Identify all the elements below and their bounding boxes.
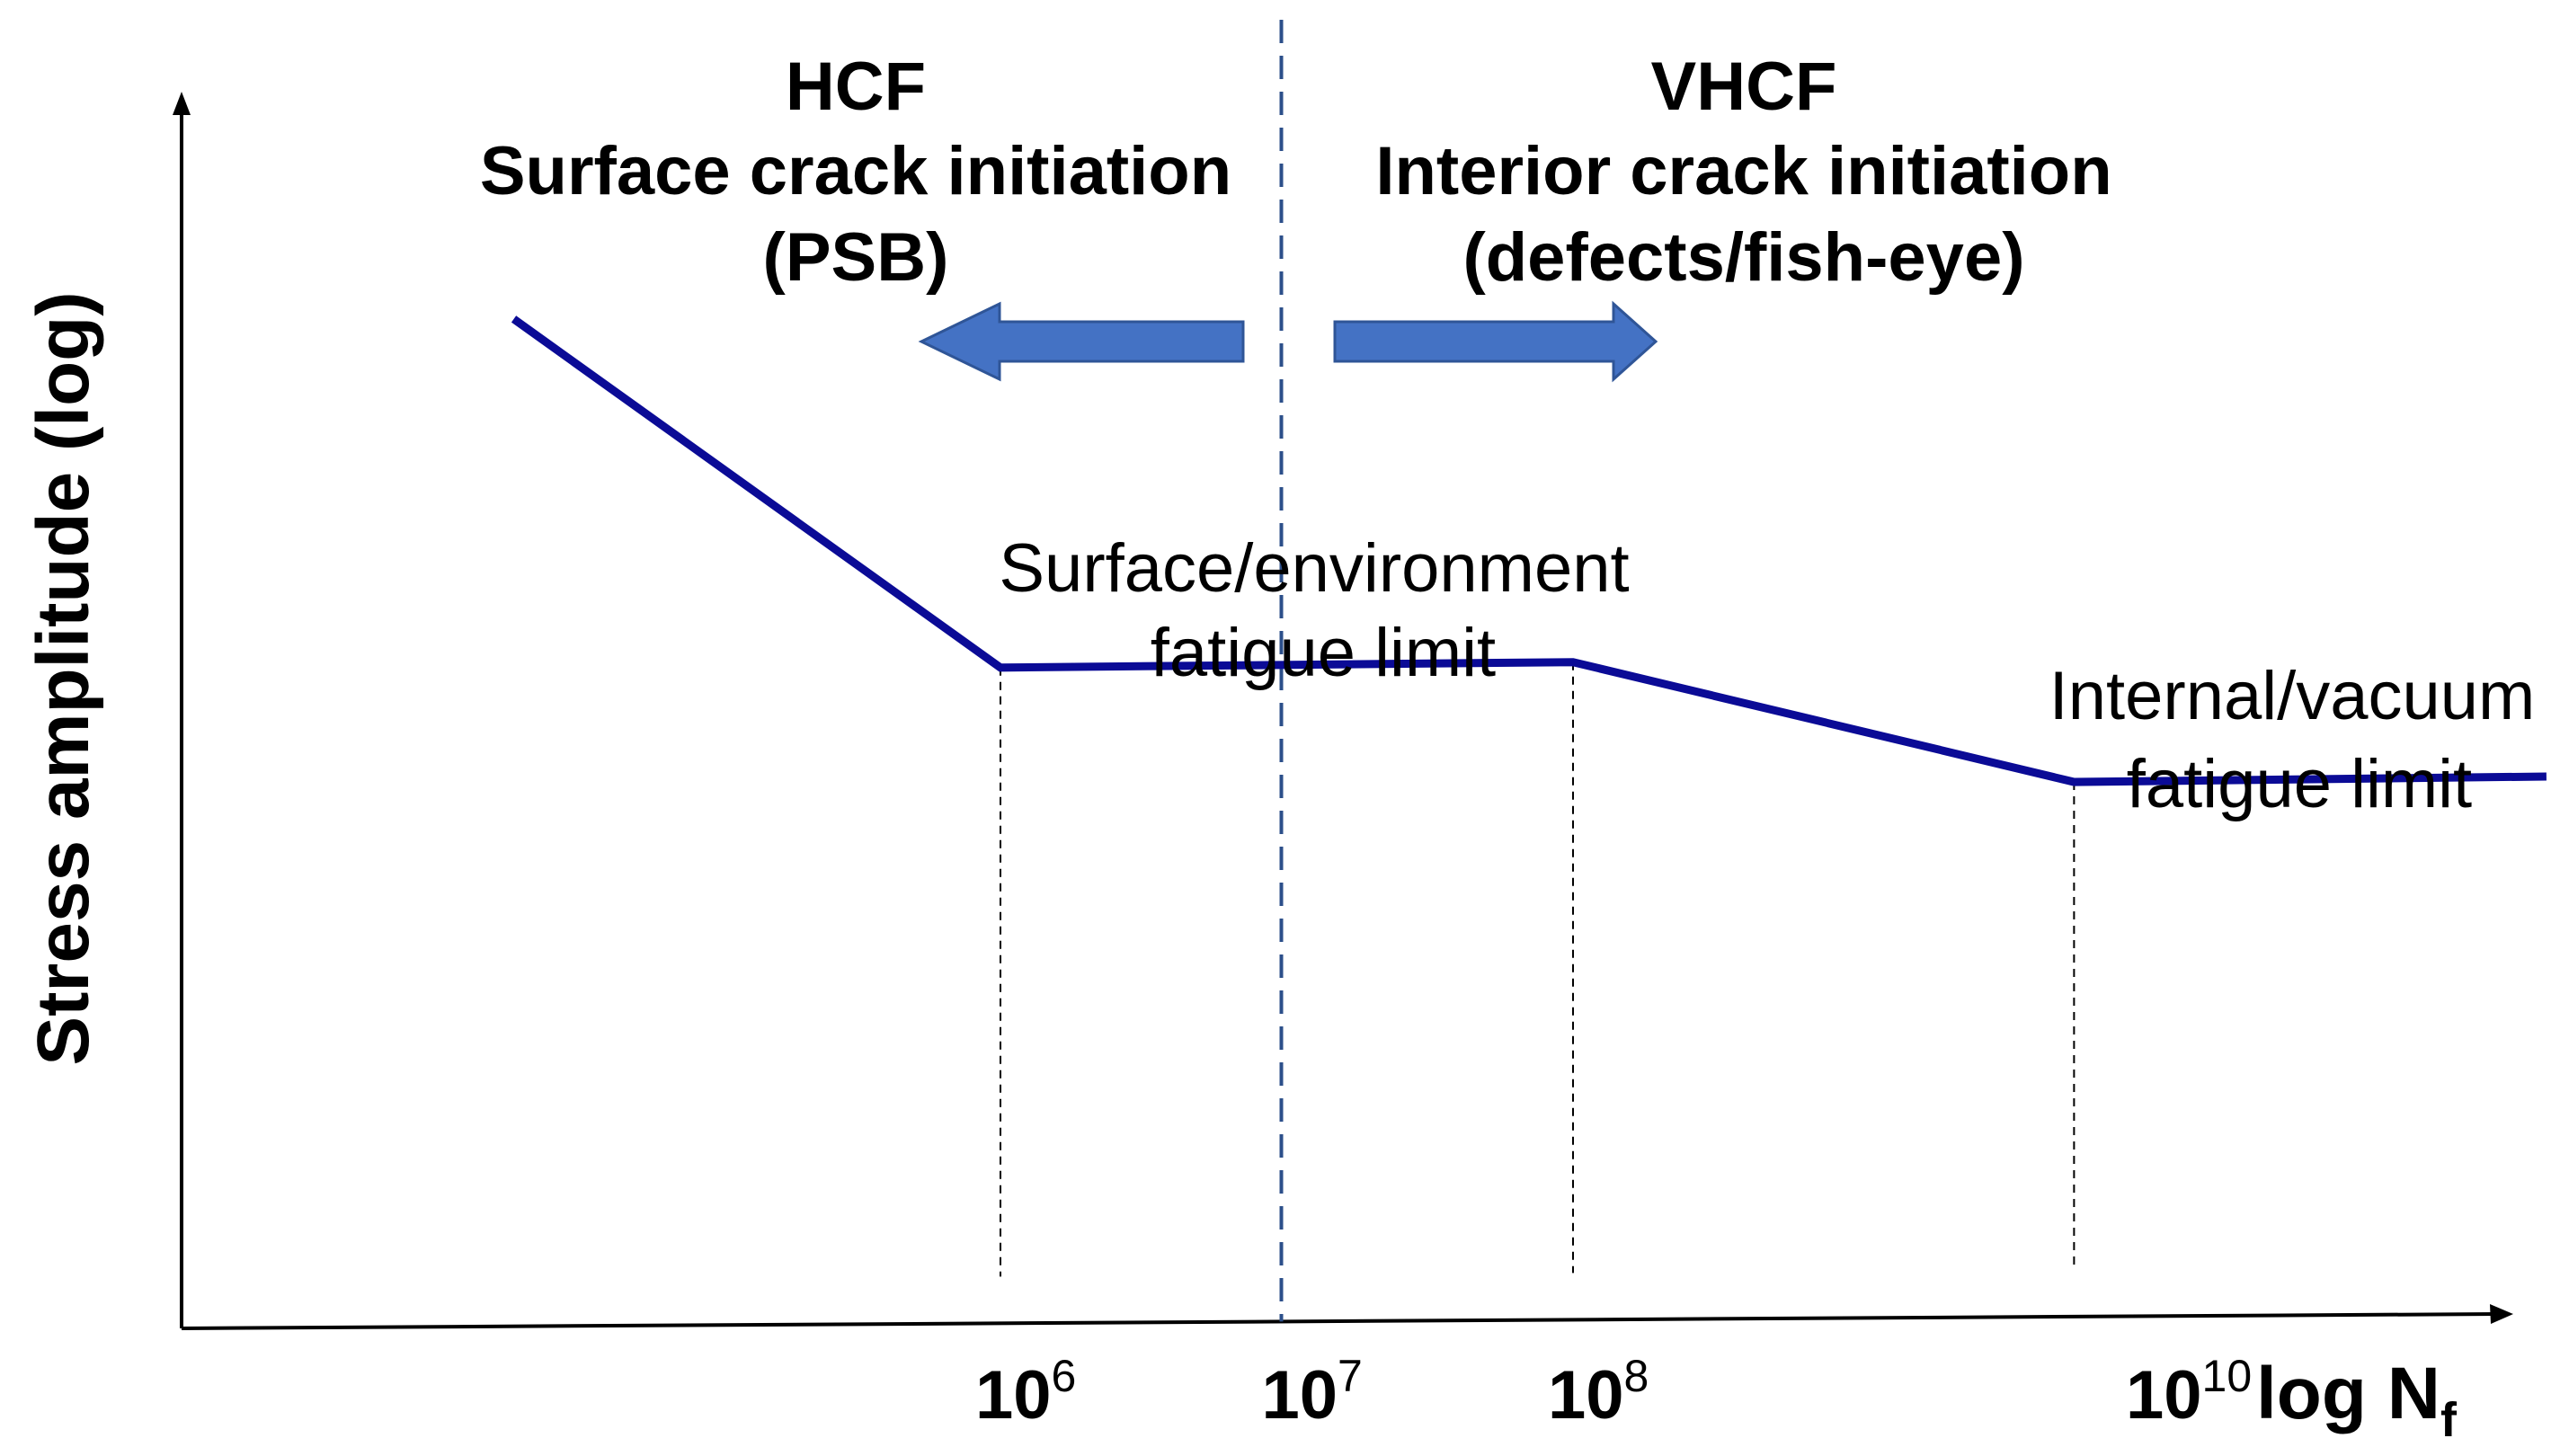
x-tick-label-1: 106 <box>975 1351 1076 1434</box>
x-tick-labels: 106 107 108 1010 <box>975 1351 2252 1434</box>
x-axis-arrowhead <box>2490 1304 2513 1324</box>
vhcf-subtitle: Interior crack initiation <box>1375 133 2111 209</box>
x-axis-line <box>181 1312 2498 1330</box>
hcf-mechanism: (PSB) <box>763 219 949 296</box>
axes <box>173 92 2513 1330</box>
x-tick-base: 10 <box>1262 1357 1338 1434</box>
x-tick-label-3: 108 <box>1548 1351 1649 1434</box>
x-tick-exponent: 7 <box>1338 1351 1363 1401</box>
x-tick-base: 10 <box>1548 1357 1624 1434</box>
y-axis-label: Stress amplitude (log) <box>22 291 104 1065</box>
vhcf-mechanism: (defects/fish-eye) <box>1462 219 2024 296</box>
internal-limit-line1: Internal/vacuum <box>2049 658 2536 734</box>
hcf-title: HCF <box>786 49 926 125</box>
x-tick-base: 10 <box>975 1357 1052 1434</box>
surface-limit-annotation: Surface/environment fatigue limit <box>999 530 1629 691</box>
internal-limit-annotation: Internal/vacuum fatigue limit <box>2049 658 2536 822</box>
hcf-left-arrow <box>918 301 1245 382</box>
x-tick-exponent: 6 <box>1052 1351 1077 1401</box>
hcf-subtitle: Surface crack initiation <box>480 133 1231 209</box>
x-tick-label-2: 107 <box>1262 1351 1363 1434</box>
internal-limit-line2: fatigue limit <box>2127 746 2472 822</box>
x-tick-label-4: 1010 <box>2126 1351 2252 1434</box>
surface-limit-line2: fatigue limit <box>1151 615 1496 691</box>
x-tick-exponent: 10 <box>2202 1351 2253 1401</box>
x-axis-label-subscript: f <box>2440 1393 2458 1447</box>
y-axis-arrowhead <box>173 92 191 115</box>
guide-lines <box>1000 661 2076 1277</box>
x-axis-label-main: log N <box>2256 1353 2440 1434</box>
x-axis-label: log Nf <box>2256 1353 2458 1447</box>
vhcf-regime: VHCF Interior crack initiation (defects/… <box>1333 49 2112 383</box>
x-tick-base: 10 <box>2126 1357 2202 1434</box>
sn-curve-series <box>511 315 2547 786</box>
vhcf-right-arrow <box>1333 300 1658 383</box>
hcf-regime: HCF Surface crack initiation (PSB) <box>480 49 1245 382</box>
vhcf-title: VHCF <box>1651 49 1837 125</box>
surface-limit-line1: Surface/environment <box>999 530 1629 607</box>
x-tick-exponent: 8 <box>1624 1351 1649 1401</box>
